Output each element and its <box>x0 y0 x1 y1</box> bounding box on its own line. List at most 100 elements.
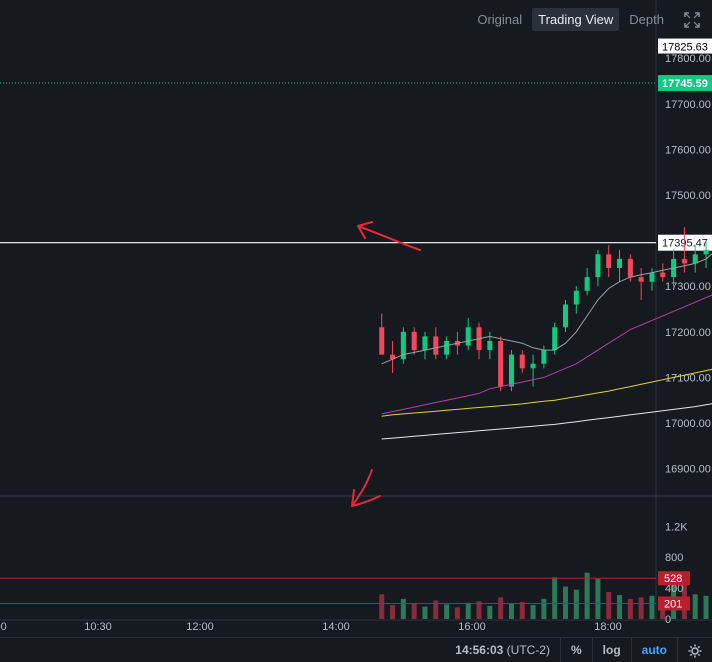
price-tick-label: 17500.00 <box>665 190 711 202</box>
candle-body <box>411 331 417 351</box>
price-tick-label: 17800.00 <box>665 53 711 65</box>
hline-price-label: 17395.47 <box>662 238 708 250</box>
time-tick-label: 14:00 <box>322 621 350 633</box>
candle-body <box>627 258 633 278</box>
volume-bar <box>454 607 460 619</box>
candle-body <box>692 254 698 264</box>
candle-body <box>573 290 579 305</box>
volume-bar <box>692 594 698 619</box>
annotation-arrow-price <box>357 221 421 251</box>
volume-bar <box>487 605 493 619</box>
candle-body <box>422 336 428 351</box>
candle-body <box>606 254 612 268</box>
candle-body <box>703 249 709 255</box>
volume-bar <box>638 597 644 619</box>
volume-tick-label: 0 <box>665 614 671 626</box>
volume-bar <box>595 578 601 619</box>
price-tick-label: 17300.00 <box>665 281 711 293</box>
volume-bar <box>584 572 590 619</box>
volume-bar <box>390 605 396 619</box>
candle-body <box>563 304 568 328</box>
volume-bar <box>465 602 471 619</box>
tab-depth[interactable]: Depth <box>629 12 664 27</box>
volume-tick-label: 400 <box>665 583 683 595</box>
volume-bar <box>541 598 547 619</box>
volume-bar <box>379 594 385 619</box>
candle-body <box>487 340 493 351</box>
candle-body <box>433 336 439 355</box>
candle-body <box>379 327 385 355</box>
hline-price-box <box>658 234 712 251</box>
tab-trading-view[interactable]: Trading View <box>532 8 620 31</box>
price-tick-label: 17700.00 <box>665 99 711 111</box>
view-tabs: Original Trading View Depth <box>471 8 702 31</box>
volume-tick-label: 800 <box>665 552 683 564</box>
volume-bar <box>498 597 504 619</box>
tab-original[interactable]: Original <box>477 12 523 27</box>
volume-bar <box>627 598 633 619</box>
volume-bar <box>563 586 568 619</box>
time-tick-label: 9:00 <box>0 621 7 633</box>
moving-average-magenta <box>381 294 712 415</box>
auto-toggle[interactable]: auto <box>630 638 677 662</box>
candle-body <box>584 277 590 291</box>
candle-body <box>400 331 406 360</box>
volume-bar <box>444 604 450 619</box>
log-toggle[interactable]: log <box>591 638 631 662</box>
volume-bar <box>433 600 439 619</box>
volume-bar <box>411 603 417 619</box>
fullscreen-icon[interactable] <box>682 10 702 30</box>
candle-body <box>519 354 525 369</box>
volume-bar <box>552 577 558 619</box>
price-tick-label: 16900.00 <box>665 464 711 476</box>
candle-body <box>638 277 644 282</box>
candle-body <box>390 354 396 360</box>
time-tick-label: 12:00 <box>186 621 214 633</box>
candle-body <box>649 272 655 282</box>
volume-bar <box>617 595 623 619</box>
candle-body <box>498 340 504 387</box>
status-clock: 14:56:03 (UTC-2) <box>455 643 550 657</box>
candlestick-chart[interactable]: 17800.0017700.0017600.0017500.0017400.00… <box>0 0 712 638</box>
settings-button[interactable] <box>677 638 712 662</box>
volume-bar <box>508 603 514 619</box>
volume-bar <box>400 598 406 619</box>
volume-bar <box>649 595 655 619</box>
volume-bar <box>573 589 579 619</box>
candle-body <box>444 340 450 355</box>
candle-body <box>508 354 514 387</box>
volume-bar <box>606 591 612 619</box>
price-label-top-box <box>658 38 712 54</box>
price-tick-label: 17600.00 <box>665 144 711 156</box>
status-bar: 14:56:03 (UTC-2) % log auto <box>0 637 712 662</box>
price-tick-label: 17200.00 <box>665 327 711 339</box>
price-tick-label: 17000.00 <box>665 418 711 430</box>
price-label-top: 17825.63 <box>662 42 708 54</box>
volume-bar <box>422 606 428 619</box>
volume-line-lower-label: 201 <box>664 598 682 610</box>
candle-body <box>465 327 471 346</box>
time-tick-label: 10:30 <box>84 621 112 633</box>
last-price-label: 17745.59 <box>662 78 708 90</box>
candle-body <box>681 258 687 264</box>
volume-line-lower-box <box>658 596 690 611</box>
candle-body <box>541 350 547 364</box>
candle-body <box>552 327 558 351</box>
moving-average-yellow <box>381 368 712 417</box>
candle-body <box>530 363 536 369</box>
gear-icon <box>688 644 702 658</box>
time-tick-label: 18:00 <box>594 621 622 633</box>
time-tick-label: 16:00 <box>458 621 486 633</box>
annotation-arrow-volume <box>351 469 381 507</box>
last-price-box <box>658 75 712 92</box>
volume-line-upper-label: 528 <box>664 573 682 585</box>
moving-average-short <box>381 253 712 365</box>
price-tick-label: 17100.00 <box>665 372 711 384</box>
volume-bar <box>703 595 709 619</box>
candle-body <box>617 258 623 268</box>
candle-body <box>660 272 666 278</box>
volume-bar <box>519 602 525 619</box>
volume-tick-label: 1.2K <box>665 521 688 533</box>
percent-toggle[interactable]: % <box>559 638 592 662</box>
